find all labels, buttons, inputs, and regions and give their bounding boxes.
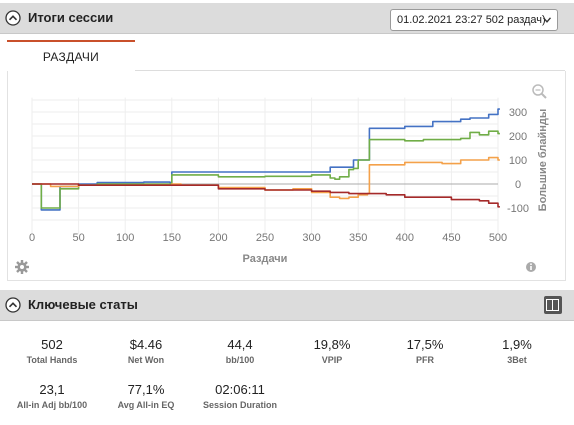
chevron-down-icon — [543, 17, 551, 23]
y-tick-label: 300 — [509, 107, 527, 119]
zoom-icon[interactable] — [532, 84, 547, 99]
x-tick-label: 0 — [29, 232, 35, 244]
stat-label: Net Won — [127, 355, 165, 365]
x-axis-title: Раздачи — [243, 253, 288, 265]
tab-hands[interactable]: РАЗДАЧИ — [7, 40, 135, 71]
session-header: Итоги сессии 01.02.2021 23:27 502 раздач… — [0, 3, 574, 34]
x-tick-label: 400 — [396, 232, 414, 244]
stat-value: 17,5% — [406, 337, 444, 352]
y-tick-labels: 300 200 100 0 -100 — [507, 107, 529, 215]
collapse-icon[interactable] — [5, 297, 21, 313]
chart-grid — [31, 97, 499, 234]
stat-label: 3Bet — [507, 355, 527, 365]
stat-label: Avg All-in EQ — [117, 400, 175, 410]
info-icon[interactable] — [526, 262, 536, 272]
stat-label: PFR — [416, 355, 434, 365]
y-tick-label: 0 — [515, 179, 521, 191]
x-tick-label: 300 — [302, 232, 320, 244]
collapse-icon[interactable] — [5, 10, 21, 26]
stats-title: Ключевые статы — [28, 297, 138, 312]
x-tick-label: 150 — [163, 232, 181, 244]
stat-total-hands: 502 Total Hands — [0, 337, 107, 365]
x-tick-label: 250 — [256, 232, 274, 244]
stat-label: Total Hands — [26, 355, 78, 365]
x-tick-label: 50 — [72, 232, 84, 244]
stat-value: 19,8% — [313, 337, 351, 352]
session-title: Итоги сессии — [28, 10, 114, 25]
x-tick-label: 100 — [116, 232, 134, 244]
stat-bb-100: 44,4 bb/100 — [185, 337, 295, 365]
y-tick-label: -100 — [507, 203, 529, 215]
stat-3bet: 1,9% 3Bet — [462, 337, 572, 365]
stat-label: bb/100 — [225, 355, 255, 365]
stat-value: $4.46 — [129, 337, 163, 352]
tab-divider — [135, 70, 565, 71]
stat-value: 23,1 — [39, 382, 65, 397]
stat-session-duration: 02:06:11 Session Duration — [185, 382, 295, 410]
stat-vpip: 19,8% VPIP — [277, 337, 387, 365]
stat-value: 44,4 — [227, 337, 253, 352]
session-chart: 0 50 100 150 200 250 300 350 400 450 500 300 200 100… — [15, 84, 549, 274]
series-line-4 — [32, 183, 500, 208]
x-tick-label: 200 — [209, 232, 227, 244]
stat-allin-adj: 23,1 All-in Adj bb/100 — [0, 382, 107, 410]
stat-value: 1,9% — [502, 337, 532, 352]
stat-value: 77,1% — [127, 382, 165, 397]
stat-value: 502 — [41, 337, 63, 352]
x-tick-label: 500 — [489, 232, 507, 244]
stat-label: All-in Adj bb/100 — [16, 400, 88, 410]
chart-series — [32, 108, 500, 211]
y-tick-label: 100 — [509, 155, 527, 167]
series-line-3 — [32, 156, 500, 200]
x-tick-labels: 0 50 100 150 200 250 300 350 400 450 500 — [29, 232, 507, 244]
x-tick-label: 450 — [442, 232, 460, 244]
y-tick-label: 200 — [509, 131, 527, 143]
session-select-value: 01.02.2021 23:27 502 раздач) — [397, 14, 546, 26]
stat-avg-allin-eq: 77,1% Avg All-in EQ — [91, 382, 201, 410]
stat-net-won: $4.46 Net Won — [91, 337, 201, 365]
chart-container — [7, 71, 566, 281]
gear-icon[interactable] — [15, 260, 29, 274]
stat-pfr: 17,5% PFR — [370, 337, 480, 365]
stat-label: Session Duration — [202, 400, 277, 410]
stat-value: 02:06:11 — [215, 382, 265, 397]
stats-header: Ключевые статы — [0, 290, 574, 321]
x-tick-label: 350 — [349, 232, 367, 244]
layout-toggle-icon[interactable] — [544, 296, 562, 314]
stat-label: VPIP — [321, 355, 343, 365]
y-axis-title: Большие блайнды — [537, 109, 549, 212]
session-select[interactable]: 01.02.2021 23:27 502 раздач) — [390, 9, 558, 31]
